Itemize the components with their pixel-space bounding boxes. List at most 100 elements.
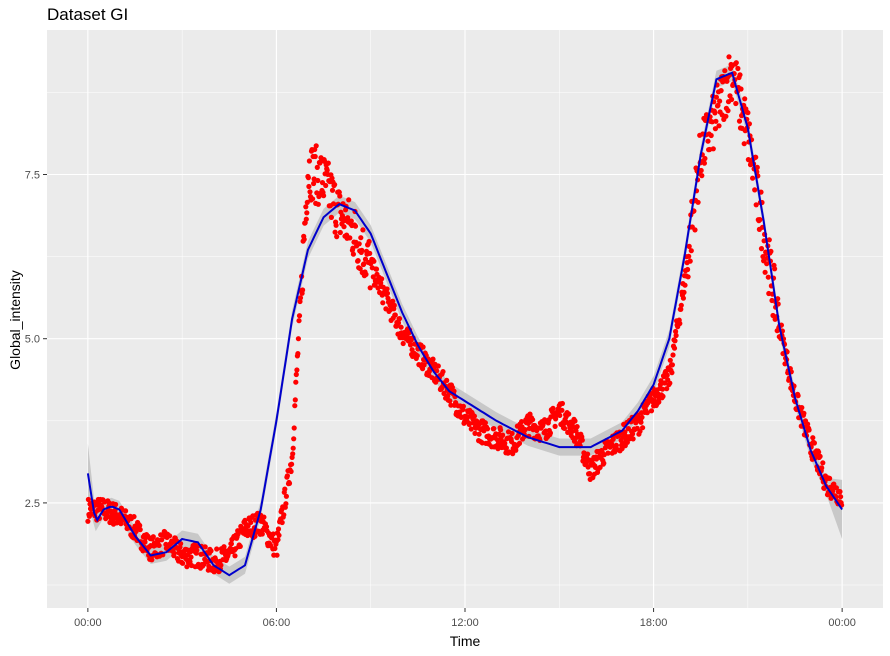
data-point [733, 60, 739, 66]
data-point [306, 183, 312, 190]
data-point [686, 243, 692, 249]
data-point [516, 440, 523, 446]
data-point [321, 193, 327, 199]
data-point [664, 372, 670, 378]
data-point [764, 261, 770, 267]
data-point [729, 96, 735, 103]
data-point [333, 222, 339, 228]
data-point [725, 108, 731, 114]
data-point [838, 494, 844, 500]
data-point [766, 237, 772, 243]
data-point [275, 526, 282, 532]
data-point [550, 405, 556, 411]
data-point [762, 269, 768, 275]
data-point [613, 442, 620, 448]
data-point [768, 248, 774, 254]
grid [47, 30, 883, 608]
chart-title: Dataset GI [47, 5, 128, 24]
y-tick-label: 5.0 [25, 334, 40, 346]
data-point [640, 425, 646, 431]
data-point [435, 363, 441, 369]
data-point [503, 445, 509, 451]
data-point [471, 413, 477, 419]
data-point [699, 173, 705, 179]
data-point [361, 261, 367, 267]
data-point [263, 524, 270, 530]
data-point [557, 412, 563, 418]
data-point [722, 68, 728, 74]
data-point [805, 421, 811, 427]
data-point [337, 193, 343, 199]
data-point [274, 552, 280, 558]
data-point [303, 216, 309, 222]
data-point [421, 362, 427, 368]
data-point [380, 300, 386, 306]
data-point [686, 253, 692, 259]
data-point [218, 562, 224, 568]
data-point [180, 560, 186, 566]
data-point [347, 235, 353, 241]
data-point [726, 54, 732, 60]
x-tick-label: 06:00 [263, 617, 291, 629]
data-point [708, 132, 714, 139]
data-point [733, 100, 739, 107]
data-point [671, 345, 678, 351]
data-point [738, 86, 744, 92]
data-point [466, 421, 472, 427]
y-tick-label: 7.5 [25, 170, 40, 182]
data-point [482, 420, 488, 426]
data-point [363, 271, 369, 277]
data-point [396, 316, 403, 322]
data-point [337, 229, 343, 236]
data-point [678, 306, 684, 312]
data-point [817, 453, 823, 459]
data-point [585, 451, 591, 457]
data-point [522, 427, 528, 433]
data-point [746, 121, 753, 127]
data-point [297, 295, 304, 301]
data-point [530, 417, 536, 423]
data-point [312, 153, 318, 160]
data-point [737, 72, 743, 78]
data-point [559, 400, 566, 407]
data-point [276, 532, 282, 538]
data-point [303, 204, 309, 210]
data-point [315, 201, 321, 207]
data-point [460, 403, 466, 409]
data-point [447, 398, 453, 404]
data-point [799, 405, 805, 411]
data-point [367, 250, 373, 256]
data-point [667, 357, 673, 363]
data-point [232, 553, 238, 559]
data-point [468, 426, 474, 432]
data-point [430, 356, 436, 362]
data-point [673, 332, 679, 339]
data-point [214, 546, 220, 552]
data-point [304, 199, 310, 205]
data-point [806, 427, 812, 433]
data-point [500, 432, 506, 438]
data-point [605, 450, 611, 456]
data-point [682, 282, 688, 288]
data-point [275, 537, 281, 543]
data-point [301, 236, 307, 242]
data-point [509, 430, 515, 436]
data-point [638, 419, 644, 425]
data-point [194, 547, 200, 553]
data-point [685, 266, 691, 273]
data-point [440, 369, 446, 375]
data-point [717, 98, 723, 104]
data-point [332, 182, 338, 188]
data-point [420, 344, 426, 350]
data-point [502, 440, 508, 446]
data-point [745, 110, 751, 116]
data-point [85, 518, 91, 524]
data-point [572, 418, 578, 424]
x-axis: 00:00 06:00 12:00 18:00 00:00 [74, 608, 856, 629]
data-point [754, 164, 760, 170]
x-tick-label: 00:00 [828, 617, 856, 629]
data-point [827, 475, 833, 481]
data-point [228, 541, 234, 547]
y-axis-title: Global_intensity [7, 270, 23, 370]
data-point [678, 302, 684, 308]
